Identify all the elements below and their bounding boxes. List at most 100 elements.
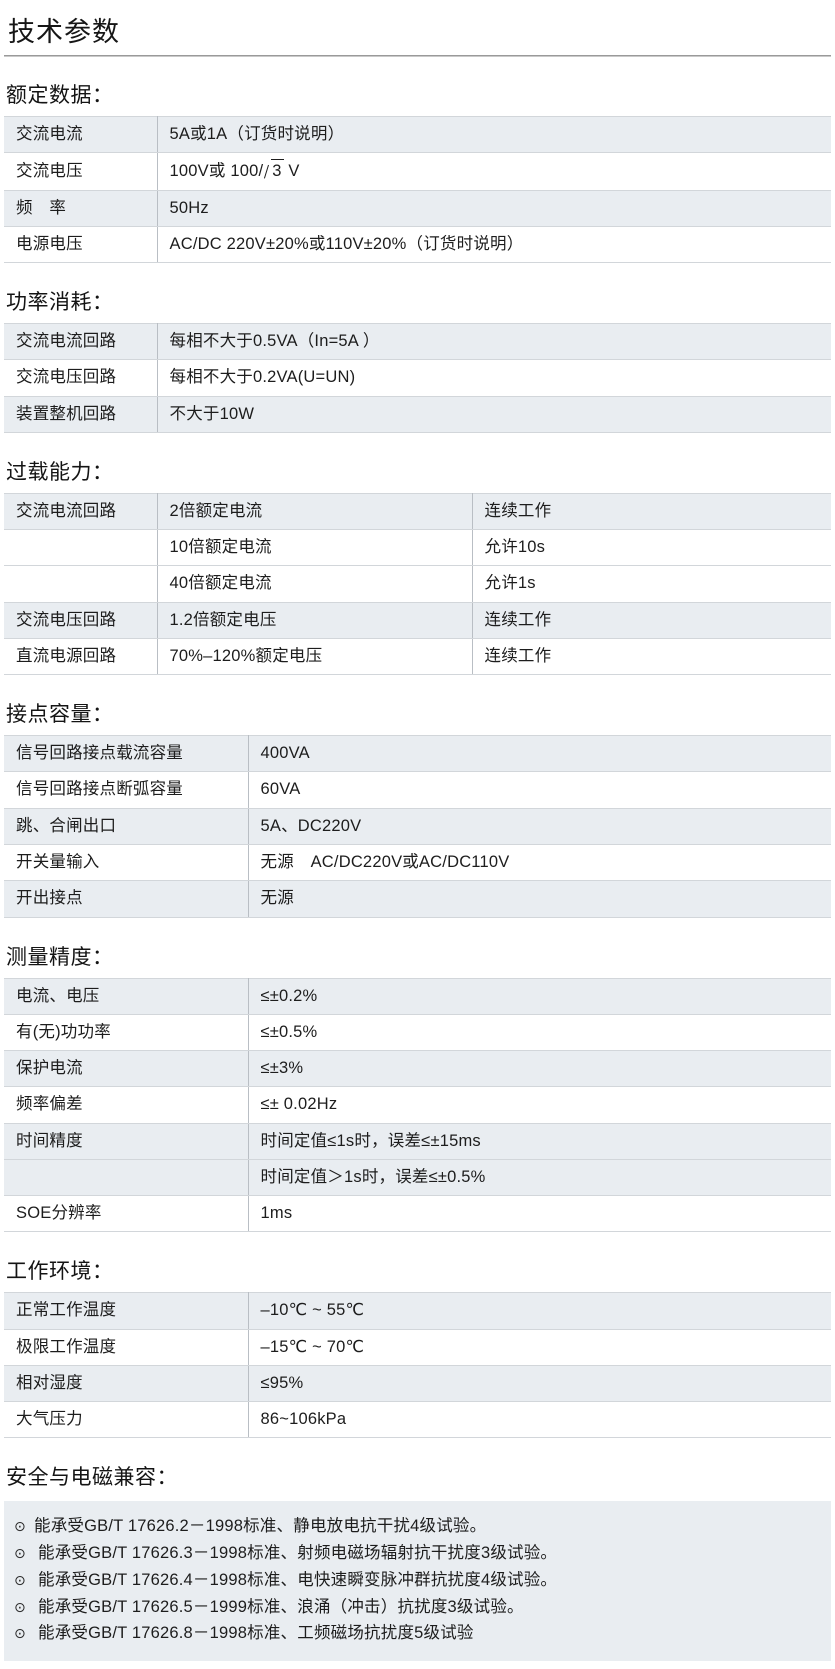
row-label: 电源电压	[4, 225, 158, 264]
row-value: 70%–120%额定电压	[157, 637, 473, 676]
table-row: 交流电流 5A或1A（订货时说明）	[4, 115, 831, 154]
section-heading: 工作环境：	[6, 1260, 114, 1284]
row-value: 无源	[248, 880, 831, 918]
row-value: AC/DC 220V±20%或110V±20%（订货时说明）	[157, 225, 831, 264]
circled-dot-icon: ⊙	[14, 1598, 26, 1615]
row-value: ≤95%	[248, 1364, 831, 1403]
row-value: 每相不大于0.2VA(U=UN)	[157, 359, 831, 397]
row-value: 无源 AC/DC220V或AC/DC110V	[248, 843, 831, 882]
row-label: 极限工作温度	[4, 1328, 249, 1366]
table-row: 装置整机回路 不大于10W	[4, 395, 831, 433]
list-item-label: 能承受GB/T 17626.2－1998标准、静电放电抗干扰4级试验。	[34, 1517, 487, 1536]
list-item-label: 能承受GB/T 17626.8－1998标准、工频磁场抗扰度5级试验	[38, 1624, 474, 1643]
section-overload-capacity: 过载能力： 交流电流回路 2倍额定电流 连续工作 10倍额定电流 允许10s 4…	[4, 456, 831, 676]
row-value: 时间定值＞1s时，误差≤±0.5%	[248, 1158, 831, 1197]
table-row: 有(无)功功率 ≤±0.5%	[4, 1013, 831, 1052]
row-value: 5A、DC220V	[248, 807, 831, 845]
table-row: 40倍额定电流 允许1s	[4, 565, 831, 603]
table-row: 跳、合闸出口 5A、DC220V	[4, 807, 831, 845]
table-row: 时间定值＞1s时，误差≤±0.5%	[4, 1158, 831, 1197]
list-item: ⊙ 能承受GB/T 17626.8－1998标准、工频磁场抗扰度5级试验	[14, 1620, 831, 1647]
row-label: 交流电流回路	[4, 323, 158, 361]
list-item: ⊙ 能承受GB/T 17626.5－1999标准、浪涌（冲击）抗扰度3级试验。	[14, 1594, 831, 1621]
row-label: 有(无)功功率	[4, 1013, 249, 1052]
row-label: 交流电流回路	[4, 492, 158, 531]
row-value: 每相不大于0.5VA（In=5A ）	[157, 323, 831, 361]
table-row: 信号回路接点载流容量 400VA	[4, 735, 831, 773]
list-item: ⊙ 能承受GB/T 17626.2－1998标准、静电放电抗干扰4级试验。	[14, 1513, 831, 1540]
list-item: ⊙ 能承受GB/T 17626.3－1998标准、射频电磁场辐射抗干扰度3级试验。	[14, 1540, 831, 1567]
row-value: 50Hz	[157, 189, 831, 227]
row-label: 频 率	[4, 189, 158, 227]
page-title: 技术参数	[8, 17, 120, 47]
section-heading: 功率消耗：	[6, 291, 114, 315]
row-note: 连续工作	[472, 637, 831, 676]
row-label: 装置整机回路	[4, 395, 158, 433]
row-label: 交流电压回路	[4, 601, 158, 639]
table-row: 开关量输入 无源 AC/DC220V或AC/DC110V	[4, 843, 831, 882]
row-label: 保护电流	[4, 1050, 249, 1088]
table-row: 信号回路接点断弧容量 60VA	[4, 771, 831, 809]
row-value: 不大于10W	[157, 395, 831, 433]
table-row: SOE分辨率 1ms	[4, 1195, 831, 1233]
row-label: 交流电压	[4, 152, 158, 191]
section-heading: 过载能力：	[6, 460, 114, 484]
list-item-label: 能承受GB/T 17626.3－1998标准、射频电磁场辐射抗干扰度3级试验。	[38, 1544, 558, 1563]
section-heading: 接点容量：	[6, 703, 114, 727]
row-value: 5A或1A（订货时说明）	[157, 115, 831, 154]
row-label: 跳、合闸出口	[4, 807, 249, 845]
row-value: –15℃ ~ 70℃	[248, 1328, 831, 1366]
row-label	[4, 1158, 249, 1197]
circled-dot-icon: ⊙	[14, 1571, 26, 1588]
row-label: 交流电压回路	[4, 359, 158, 397]
section-heading: 测量精度：	[6, 945, 114, 969]
row-label: 大气压力	[4, 1401, 249, 1439]
measurement-accuracy-table: 电流、电压 ≤±0.2% 有(无)功功率 ≤±0.5% 保护电流 ≤±3% 频率…	[4, 977, 831, 1233]
rated-data-table: 交流电流 5A或1A（订货时说明） 交流电压 100V或 100/3 V 频 率…	[4, 115, 831, 264]
power-consumption-table: 交流电流回路 每相不大于0.5VA（In=5A ） 交流电压回路 每相不大于0.…	[4, 323, 831, 433]
table-row: 交流电压回路 1.2倍额定电压 连续工作	[4, 601, 831, 639]
list-item-label: 能承受GB/T 17626.5－1999标准、浪涌（冲击）抗扰度3级试验。	[38, 1597, 524, 1616]
table-row: 极限工作温度 –15℃ ~ 70℃	[4, 1328, 831, 1366]
list-item: ⊙ 能承受GB/T 17626.4－1998标准、电快速瞬变脉冲群抗扰度4级试验。	[14, 1567, 831, 1594]
row-value: –10℃ ~ 55℃	[248, 1292, 831, 1330]
row-note: 连续工作	[472, 601, 831, 639]
row-value: 1.2倍额定电压	[157, 601, 473, 639]
row-label: 信号回路接点断弧容量	[4, 771, 249, 809]
row-label: 频率偏差	[4, 1086, 249, 1124]
table-row: 交流电流回路 每相不大于0.5VA（In=5A ）	[4, 323, 831, 361]
table-row: 正常工作温度 –10℃ ~ 55℃	[4, 1292, 831, 1330]
table-row: 直流电源回路 70%–120%额定电压 连续工作	[4, 637, 831, 676]
section-measurement-accuracy: 测量精度： 电流、电压 ≤±0.2% 有(无)功功率 ≤±0.5% 保护电流 ≤…	[4, 941, 831, 1233]
row-label	[4, 529, 158, 567]
row-label: 直流电源回路	[4, 637, 158, 676]
circled-dot-icon: ⊙	[14, 1545, 26, 1562]
row-label: 开关量输入	[4, 843, 249, 882]
table-row: 交流电流回路 2倍额定电流 连续工作	[4, 492, 831, 531]
row-value: ≤±0.2%	[248, 977, 831, 1015]
table-row: 交流电压 100V或 100/3 V	[4, 152, 831, 191]
circled-dot-icon: ⊙	[14, 1625, 26, 1642]
table-row: 保护电流 ≤±3%	[4, 1050, 831, 1088]
row-value: ≤±0.5%	[248, 1013, 831, 1052]
row-value: ≤± 0.02Hz	[248, 1086, 831, 1124]
emc-list: ⊙ 能承受GB/T 17626.2－1998标准、静电放电抗干扰4级试验。 ⊙ 能承…	[4, 1501, 831, 1662]
table-row: 频 率 50Hz	[4, 189, 831, 227]
overload-capacity-table: 交流电流回路 2倍额定电流 连续工作 10倍额定电流 允许10s 40倍额定电流…	[4, 492, 831, 676]
section-safety-emc: 安全与电磁兼容： ⊙ 能承受GB/T 17626.2－1998标准、静电放电抗干扰…	[4, 1461, 831, 1662]
table-row: 时间精度 时间定值≤1s时，误差≤±15ms	[4, 1122, 831, 1160]
row-note: 连续工作	[472, 492, 831, 531]
row-value: 60VA	[248, 771, 831, 809]
row-label: 电流、电压	[4, 977, 249, 1015]
row-label: 信号回路接点载流容量	[4, 735, 249, 773]
section-working-environment: 工作环境： 正常工作温度 –10℃ ~ 55℃ 极限工作温度 –15℃ ~ 70…	[4, 1255, 831, 1439]
row-value: ≤±3%	[248, 1050, 831, 1088]
row-note: 允许10s	[472, 529, 831, 567]
section-contact-capacity: 接点容量： 信号回路接点载流容量 400VA 信号回路接点断弧容量 60VA 跳…	[4, 698, 831, 918]
section-heading: 安全与电磁兼容：	[6, 1466, 178, 1490]
row-value: 86~106kPa	[248, 1401, 831, 1439]
table-row: 电流、电压 ≤±0.2%	[4, 977, 831, 1015]
row-value: 100V或 100/3 V	[157, 152, 831, 191]
section-heading: 额定数据：	[6, 84, 114, 107]
